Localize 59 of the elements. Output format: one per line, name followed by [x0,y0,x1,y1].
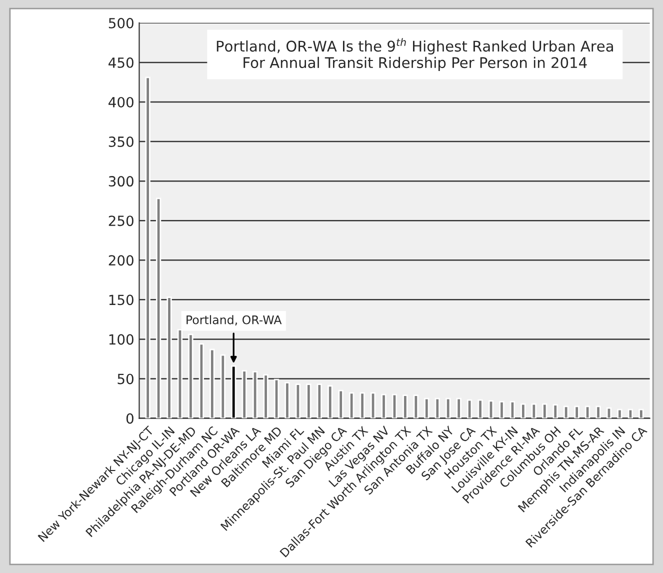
y-tick-label: 200 [108,255,134,266]
bar [198,343,204,418]
bar [392,394,398,418]
text: Portland, OR-WA Is the 9$^{th}$ Highest Ranked Urban Area For Annual Transit Ridership Per Person in 2014 [216,38,613,71]
bar [370,392,376,418]
bar [316,384,322,418]
bar [424,398,430,418]
bar [510,400,516,418]
y-tick-label: 450 [108,57,134,68]
y-tick-label: 100 [109,334,134,345]
y-tick-label: 50 [118,374,134,384]
bar [328,385,333,418]
y-tick-label: 0 [126,413,134,424]
bar [210,348,215,418]
y-tick-label: 350 [108,136,134,148]
bar [542,403,548,418]
bar [188,334,194,418]
bar [263,374,268,418]
bar [596,406,601,418]
bar [446,398,451,418]
bar [156,198,162,418]
bar [606,407,612,418]
bar [402,394,408,418]
bar [295,384,301,418]
bar [478,399,483,418]
bar [231,365,236,418]
bar [338,390,344,418]
y-tick-label: 500 [108,18,134,28]
bar [466,399,472,418]
bar [166,296,172,418]
bar [349,392,354,418]
bar [360,392,365,418]
bar [252,370,258,418]
bar [584,406,590,418]
bar [145,76,150,418]
bar [434,398,440,418]
bar [488,400,494,418]
bar [552,404,558,418]
y-tick-label: 300 [108,176,134,187]
bar [306,384,312,418]
bar [413,394,419,418]
bar [574,406,580,418]
y-tick-label: 150 [109,294,134,306]
y-tick-label: 250 [108,216,134,226]
bar [274,378,280,418]
bar [284,382,290,418]
bar [617,408,622,418]
annotation: Portland, OR-WA [186,315,282,326]
bar [456,398,462,418]
bar [381,394,386,418]
bar [520,403,526,418]
bar [638,408,644,418]
y-tick-label: 400 [108,96,134,108]
bar [628,408,634,418]
bar [531,403,536,418]
bar [242,370,247,418]
bar [220,354,226,418]
bar [564,406,569,418]
bar [499,400,504,418]
